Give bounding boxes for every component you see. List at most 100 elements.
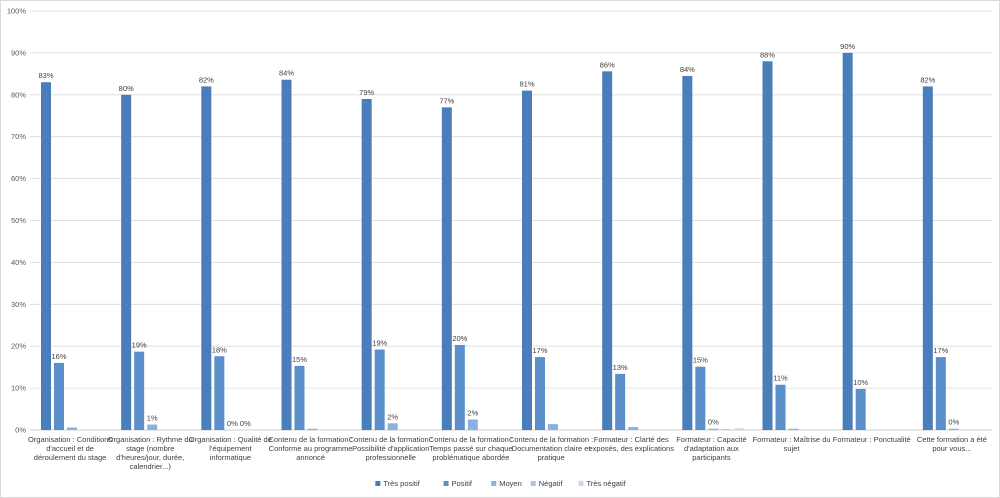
category-label: professionnelle [366, 453, 416, 462]
legend-swatch [530, 481, 536, 486]
bar [721, 429, 732, 430]
bar [374, 349, 385, 430]
data-label: 81% [519, 80, 534, 89]
legend-label: Moyen [499, 479, 522, 488]
bar [387, 423, 398, 430]
bar [615, 373, 626, 430]
legend-label: Très positif [383, 479, 420, 488]
bar [134, 351, 145, 430]
y-tick-label: 80% [11, 90, 26, 99]
y-tick-label: 50% [11, 216, 26, 225]
category-label: Organisation : Qualité de [189, 435, 272, 444]
data-label: 0% [227, 419, 238, 428]
data-label: 2% [387, 412, 398, 421]
data-label: 0% [240, 419, 251, 428]
data-label: 19% [372, 339, 387, 348]
bar [948, 428, 959, 430]
data-label: 20% [452, 334, 467, 343]
bar [734, 428, 745, 430]
bar [147, 424, 158, 430]
bar [708, 428, 719, 430]
legend-swatch [578, 481, 584, 486]
legend-swatch [443, 481, 449, 486]
bar [842, 52, 853, 431]
bar [361, 98, 372, 431]
category-label: Contenu de la formation : [429, 435, 513, 444]
data-label: 0% [948, 418, 959, 427]
legend-label: Négatif [539, 479, 564, 488]
bar [54, 362, 64, 430]
category-label: d'adaptation aux [684, 444, 739, 453]
bar [788, 428, 799, 430]
bar [762, 61, 773, 430]
data-label: 18% [212, 345, 227, 354]
category-label: l'équipement [209, 444, 252, 453]
category-label: Documentation claire et [512, 444, 592, 453]
category-label: Possibilité d'application [352, 444, 429, 453]
data-label: 16% [51, 352, 66, 361]
bar [454, 344, 465, 430]
bar [548, 424, 558, 430]
category-label: participants [692, 453, 731, 462]
y-tick-label: 60% [11, 174, 26, 183]
bar [307, 428, 318, 430]
data-label: 86% [600, 60, 615, 69]
y-tick-label: 10% [11, 384, 26, 393]
data-label: 79% [359, 88, 374, 97]
data-label: 10% [853, 378, 868, 387]
bar [522, 90, 532, 431]
y-tick-label: 0% [15, 426, 26, 435]
data-label: 19% [132, 341, 147, 350]
data-label: 17% [532, 346, 547, 355]
legend-label: Très négatif [586, 479, 626, 488]
y-tick-label: 40% [11, 258, 26, 267]
bar [214, 356, 225, 430]
bar [201, 86, 212, 431]
category-label: pratique [538, 453, 565, 462]
category-label: Contenu de la formation : [509, 435, 593, 444]
data-label: 82% [920, 75, 935, 84]
bar [682, 75, 693, 430]
data-label: 90% [840, 42, 855, 51]
y-tick-label: 70% [11, 132, 26, 141]
y-tick-label: 20% [11, 342, 26, 351]
data-label: 83% [38, 71, 53, 80]
category-label: Contenu de la formation : [268, 435, 352, 444]
category-label: Organisation : Rythme du [108, 435, 193, 444]
data-label: 77% [439, 96, 454, 105]
bar [281, 79, 292, 430]
bar [922, 86, 933, 431]
data-label: 15% [693, 356, 708, 365]
bar [695, 366, 706, 430]
bar [535, 357, 545, 430]
bar [467, 419, 478, 430]
category-label: déroulement du stage [34, 453, 107, 462]
data-label: 15% [292, 355, 307, 364]
bar [775, 384, 786, 430]
bar [602, 71, 613, 430]
category-label: Contenu de la formation : [349, 435, 433, 444]
category-label: Temps passé sur chaque [429, 444, 512, 453]
category-label: sujet [784, 444, 801, 453]
legend-swatch [491, 481, 497, 486]
category-label: exposés, des explications [589, 444, 675, 453]
data-label: 17% [933, 346, 948, 355]
data-label: 1% [147, 414, 158, 423]
data-label: 80% [119, 84, 134, 93]
category-label: informatique [210, 453, 251, 462]
bar [67, 427, 77, 430]
bar [121, 94, 132, 431]
bar [628, 427, 639, 430]
bar [294, 365, 305, 430]
category-label: annoncé [296, 453, 325, 462]
bar [41, 82, 51, 430]
category-label: d'accueil et de [46, 444, 94, 453]
category-label: Formateur : Ponctualité [833, 435, 911, 444]
category-label: Formateur : Capacité [676, 435, 746, 444]
data-label: 13% [613, 363, 628, 372]
category-label: Formateur : Maîtrise du [753, 435, 831, 444]
legend-swatch [375, 481, 381, 486]
legend-label: Positif [452, 479, 473, 488]
data-label: 84% [279, 69, 294, 78]
